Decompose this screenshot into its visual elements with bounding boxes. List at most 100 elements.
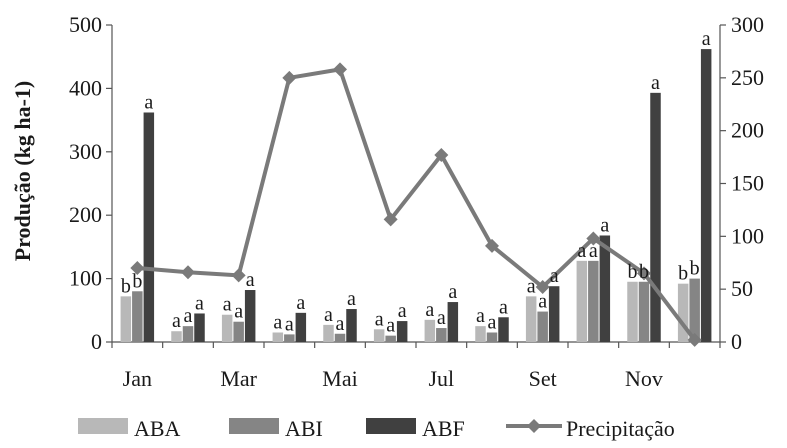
precipitation-point [434, 147, 449, 162]
x-tick-label: Mai [322, 366, 357, 391]
precipitation-point [181, 265, 195, 280]
bars [120, 49, 712, 342]
legend-swatch-aba [78, 418, 128, 434]
significance-label: a [296, 292, 305, 314]
precipitation-point [333, 62, 347, 77]
precipitation-point [637, 266, 651, 281]
significance-label: a [448, 281, 457, 303]
bar-abi [588, 260, 599, 342]
bar-abi [689, 278, 700, 342]
precipitation-point [586, 231, 601, 246]
significance-label: a [285, 313, 294, 335]
y2-tick-label: 300 [731, 12, 764, 37]
significance-label: a [375, 308, 384, 330]
bar-abf [194, 313, 205, 342]
legend-label: ABA [134, 416, 181, 441]
bar-aba [171, 331, 182, 342]
significance-label: a [172, 310, 181, 332]
significance-label: b [628, 261, 638, 283]
y2-tick-label: 0 [731, 329, 742, 354]
precipitation-line [137, 67, 697, 342]
significance-label: a [527, 275, 536, 297]
bar-aba [576, 260, 588, 342]
y2-tick-label: 200 [731, 118, 764, 143]
y-tick-label: 300 [69, 139, 102, 164]
x-tick-label: Set [529, 366, 557, 391]
y2-tick-label: 150 [731, 171, 764, 196]
significance-label: b [639, 261, 649, 283]
legend-swatch-abf [366, 418, 416, 434]
bar-abi [486, 332, 498, 342]
bar-abf [447, 302, 459, 342]
bar-abi [284, 334, 295, 342]
x-tick-label: Jan [123, 366, 152, 391]
legend-swatch-abi [229, 418, 279, 434]
significance-label: a [600, 214, 609, 236]
significance-label: a [184, 305, 193, 327]
bar-aba [221, 314, 233, 342]
bar-abi [436, 328, 447, 342]
significance-label: a [398, 300, 407, 322]
significance-label: a [144, 91, 153, 113]
legend-label: Precipitação [566, 416, 675, 441]
axes: 0 100 200 300 400 500 0 50 100 150 200 250 300 Jan Mar… [69, 12, 764, 391]
precipitation-point [485, 238, 499, 253]
y2-tick-label: 50 [731, 276, 753, 301]
precipitation-point [231, 268, 246, 283]
y-tick-label: 400 [69, 75, 102, 100]
significance-label: a [651, 72, 660, 94]
significance-label: a [386, 315, 395, 337]
precipitation-point [687, 332, 702, 347]
significance-label: b [121, 275, 131, 297]
bar-abi [385, 335, 396, 342]
significance-label: a [234, 301, 243, 323]
bar-aba [323, 324, 334, 342]
significance-label: a [324, 304, 333, 326]
y2-tick-label: 100 [731, 223, 764, 248]
precipitation-series [130, 62, 702, 347]
bar-aba [424, 319, 436, 342]
bar-aba [525, 296, 537, 342]
significance-label: a [499, 296, 508, 318]
bar-abf [650, 92, 661, 342]
bar-abi [233, 321, 244, 342]
bar-aba [120, 296, 132, 342]
precipitation-point [535, 280, 550, 295]
bar-abi [334, 333, 346, 342]
y-tick-label: 200 [69, 202, 102, 227]
bar-abf [244, 290, 256, 342]
bar-aba [677, 283, 689, 342]
legend: ABA ABI ABF Precipitação [78, 416, 675, 441]
significance-label: a [195, 292, 204, 314]
significance-label: b [132, 270, 142, 292]
x-tick-label: Mar [220, 366, 257, 391]
x-tick-label: Jul [428, 366, 454, 391]
significance-label: a [538, 291, 547, 313]
bar-aba [373, 329, 385, 342]
bar-aba [627, 281, 638, 342]
significance-label: a [246, 269, 255, 291]
bar-abf [295, 312, 307, 342]
significance-label: a [347, 288, 356, 310]
precipitation-point [282, 70, 297, 85]
significance-label: a [488, 311, 497, 333]
precipitation-point [383, 212, 398, 227]
bar-abf [700, 49, 712, 342]
legend-swatch-precipitation-marker [527, 419, 541, 433]
bar-abf [396, 321, 408, 342]
significance-label: a [425, 299, 434, 321]
bar-abf [143, 112, 155, 342]
bar-abf [498, 317, 509, 342]
legend-label: ABI [285, 416, 323, 441]
bar-abf [346, 309, 357, 342]
bar-abf [548, 286, 560, 342]
significance-label: b [678, 263, 688, 285]
precipitation-point [130, 261, 145, 276]
bar-abi [638, 281, 650, 342]
significance-label: a [437, 307, 446, 329]
bar-abi [537, 311, 548, 342]
significance-label: a [476, 305, 485, 327]
